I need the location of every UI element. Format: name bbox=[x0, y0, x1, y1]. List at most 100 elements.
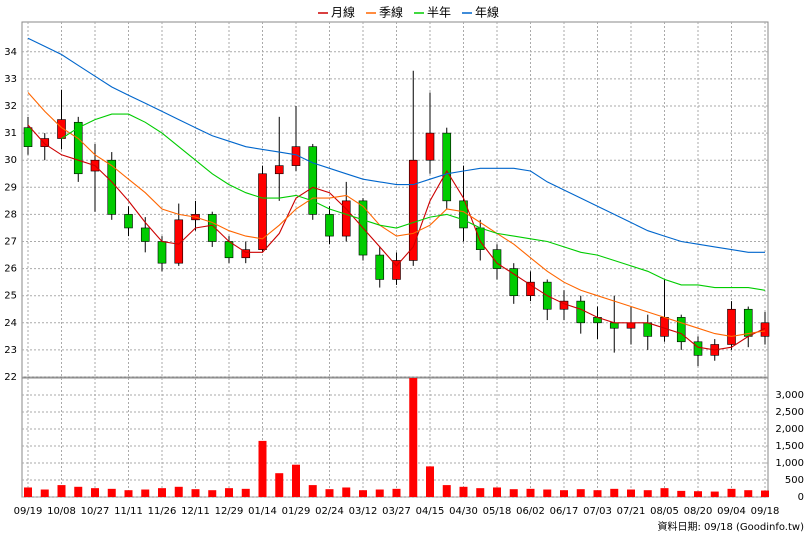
candle-body bbox=[475, 227, 485, 250]
candle-body bbox=[693, 341, 703, 356]
volume-bar bbox=[24, 487, 32, 497]
volume-bar bbox=[308, 485, 317, 497]
x-tick-label: 09/04 bbox=[717, 506, 746, 517]
candle-body bbox=[492, 249, 502, 269]
volume-bar bbox=[91, 488, 99, 497]
volume-bar bbox=[476, 488, 485, 497]
x-tick-label: 03/12 bbox=[349, 506, 378, 517]
volume-bar bbox=[375, 489, 384, 497]
candle-body bbox=[174, 219, 184, 264]
volume-bar bbox=[576, 489, 585, 497]
volume-bar bbox=[40, 489, 49, 497]
x-tick-label: 03/27 bbox=[382, 506, 411, 517]
volume-bar bbox=[627, 489, 635, 497]
x-tick-label: 02/24 bbox=[315, 506, 344, 517]
y-tick-label: 3,000 bbox=[775, 390, 804, 401]
y-tick-label: 27 bbox=[4, 237, 17, 248]
candle-body bbox=[124, 214, 133, 229]
volume-bar bbox=[57, 485, 66, 497]
candle-body bbox=[425, 132, 435, 161]
volume-bar bbox=[710, 491, 719, 497]
volume-bar bbox=[174, 486, 183, 497]
candle-body bbox=[341, 200, 351, 237]
volume-bar bbox=[509, 489, 518, 497]
volume-bar bbox=[342, 487, 351, 497]
volume-bar bbox=[107, 488, 116, 497]
candle-body bbox=[526, 281, 535, 297]
candle-body bbox=[576, 300, 586, 324]
candle-body bbox=[609, 322, 619, 329]
volume-bar bbox=[526, 488, 535, 497]
x-tick-label: 06/17 bbox=[550, 506, 579, 517]
x-tick-label: 01/14 bbox=[248, 506, 277, 517]
volume-bar bbox=[560, 490, 568, 497]
x-tick-label: 10/08 bbox=[47, 506, 76, 517]
volume-bar bbox=[660, 488, 669, 497]
x-tick-label: 04/15 bbox=[416, 506, 445, 517]
x-tick-label: 12/29 bbox=[215, 506, 244, 517]
y-tick-label: 30 bbox=[4, 155, 17, 166]
candle-body bbox=[509, 268, 519, 297]
volume-bar bbox=[409, 378, 418, 497]
ma-line bbox=[27, 124, 766, 351]
candle-body bbox=[241, 249, 251, 259]
candle-body bbox=[107, 159, 117, 215]
y-tick-label: 0 bbox=[798, 492, 804, 503]
candle-body bbox=[442, 132, 452, 202]
volume-bar bbox=[610, 488, 619, 497]
x-tick-label: 09/18 bbox=[751, 506, 780, 517]
volume-bar bbox=[744, 490, 753, 497]
x-tick-label: 10/27 bbox=[81, 506, 110, 517]
y-tick-label: 25 bbox=[4, 291, 17, 302]
x-tick-label: 12/11 bbox=[181, 506, 210, 517]
legend-label: 年線 bbox=[475, 5, 499, 20]
y-tick-label: 24 bbox=[4, 318, 17, 329]
candle-body bbox=[727, 308, 736, 345]
y-tick-label: 1,000 bbox=[775, 458, 804, 469]
volume-bar bbox=[442, 485, 451, 497]
legend-label: 半年 bbox=[427, 6, 451, 20]
y-tick-label: 2,500 bbox=[775, 407, 804, 418]
volume-bar bbox=[292, 464, 300, 497]
x-tick-label: 08/20 bbox=[684, 506, 713, 517]
volume-bar bbox=[493, 487, 501, 497]
footnote: 資料日期: 09/18 (Goodinfo.tw) bbox=[657, 520, 804, 533]
ma-line bbox=[27, 92, 766, 337]
volume-bar bbox=[694, 491, 702, 497]
volume-bar bbox=[124, 490, 133, 497]
candle-body bbox=[676, 317, 686, 343]
candle-body bbox=[325, 214, 334, 237]
volume-bar bbox=[74, 486, 83, 497]
candle-body bbox=[626, 322, 636, 329]
x-tick-label: 04/30 bbox=[449, 506, 478, 517]
y-tick-label: 33 bbox=[4, 74, 17, 85]
volume-bar bbox=[191, 489, 200, 497]
y-tick-label: 22 bbox=[4, 372, 17, 383]
volume-bar bbox=[225, 488, 233, 497]
candle-body bbox=[274, 165, 284, 175]
candle-body bbox=[643, 322, 653, 337]
ma-line bbox=[27, 37, 765, 253]
volume-bar bbox=[643, 490, 652, 497]
volume-bar bbox=[141, 489, 150, 497]
x-tick-label: 11/26 bbox=[148, 506, 177, 517]
volume-bar bbox=[275, 473, 284, 497]
candle-body bbox=[40, 138, 50, 147]
y-tick-label: 23 bbox=[4, 345, 17, 356]
candle-body bbox=[140, 227, 150, 242]
candle-body bbox=[408, 159, 418, 261]
volume-bar bbox=[426, 466, 434, 497]
volume-bar bbox=[761, 490, 769, 497]
y-tick-label: 26 bbox=[4, 264, 17, 275]
volume-frame bbox=[21, 377, 769, 498]
candle-body bbox=[73, 121, 83, 175]
x-tick-label: 09/19 bbox=[14, 506, 43, 517]
x-tick-label: 06/02 bbox=[516, 506, 545, 517]
x-tick-label: 01/29 bbox=[282, 506, 311, 517]
price-frame bbox=[21, 21, 769, 378]
candle-body bbox=[23, 127, 33, 147]
volume-bar bbox=[359, 490, 367, 497]
candle-body bbox=[375, 254, 385, 280]
candle-body bbox=[392, 260, 401, 280]
candle-body bbox=[207, 214, 217, 242]
